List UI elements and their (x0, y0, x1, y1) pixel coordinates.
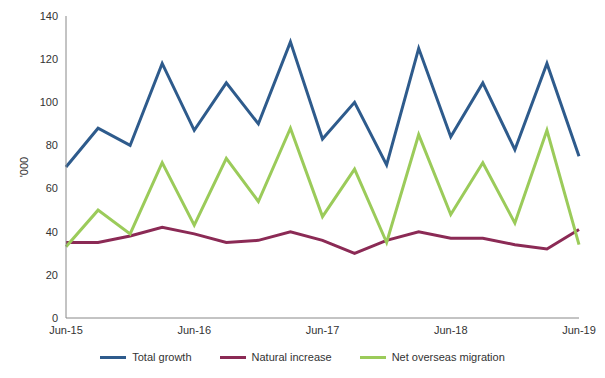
html-text:Total growth: Total growth (132, 351, 192, 363)
svg-text:20: 20 (46, 269, 58, 281)
svg-text:Jun-15: Jun-15 (49, 324, 83, 336)
svg-text:Jun-17: Jun-17 (306, 324, 340, 336)
html-text:Net overseas migration: Net overseas migration (391, 351, 505, 363)
svg-text:0: 0 (52, 312, 58, 324)
svg-text:60: 60 (46, 182, 58, 194)
svg-text:Jun-18: Jun-18 (434, 324, 468, 336)
svg-text:Jun-19: Jun-19 (562, 324, 596, 336)
svg-text:120: 120 (40, 53, 58, 65)
svg-text:40: 40 (46, 226, 58, 238)
svg-text:Jun-16: Jun-16 (177, 324, 211, 336)
svg-text:'000: '000 (18, 157, 30, 177)
svg-text:80: 80 (46, 139, 58, 151)
svg-text:100: 100 (40, 96, 58, 108)
svg-text:140: 140 (40, 10, 58, 22)
html-text:Natural increase: Natural increase (251, 351, 332, 363)
